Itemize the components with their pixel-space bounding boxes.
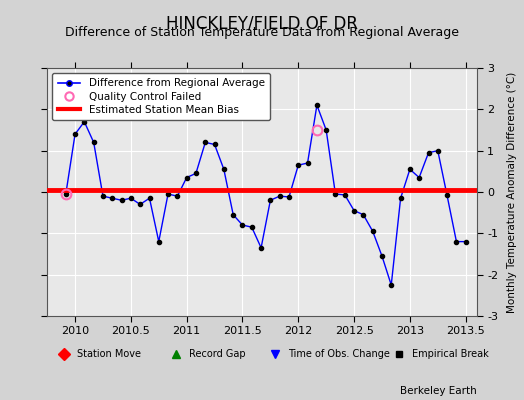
Text: HINCKLEY/FIELD OF DR: HINCKLEY/FIELD OF DR	[166, 14, 358, 32]
Text: Berkeley Earth: Berkeley Earth	[400, 386, 477, 396]
Text: Station Move: Station Move	[77, 349, 141, 359]
Text: Record Gap: Record Gap	[189, 349, 246, 359]
Text: Difference of Station Temperature Data from Regional Average: Difference of Station Temperature Data f…	[65, 26, 459, 39]
Legend: Difference from Regional Average, Quality Control Failed, Estimated Station Mean: Difference from Regional Average, Qualit…	[52, 73, 270, 120]
Y-axis label: Monthly Temperature Anomaly Difference (°C): Monthly Temperature Anomaly Difference (…	[507, 71, 517, 313]
Text: Time of Obs. Change: Time of Obs. Change	[288, 349, 390, 359]
Text: Empirical Break: Empirical Break	[412, 349, 489, 359]
